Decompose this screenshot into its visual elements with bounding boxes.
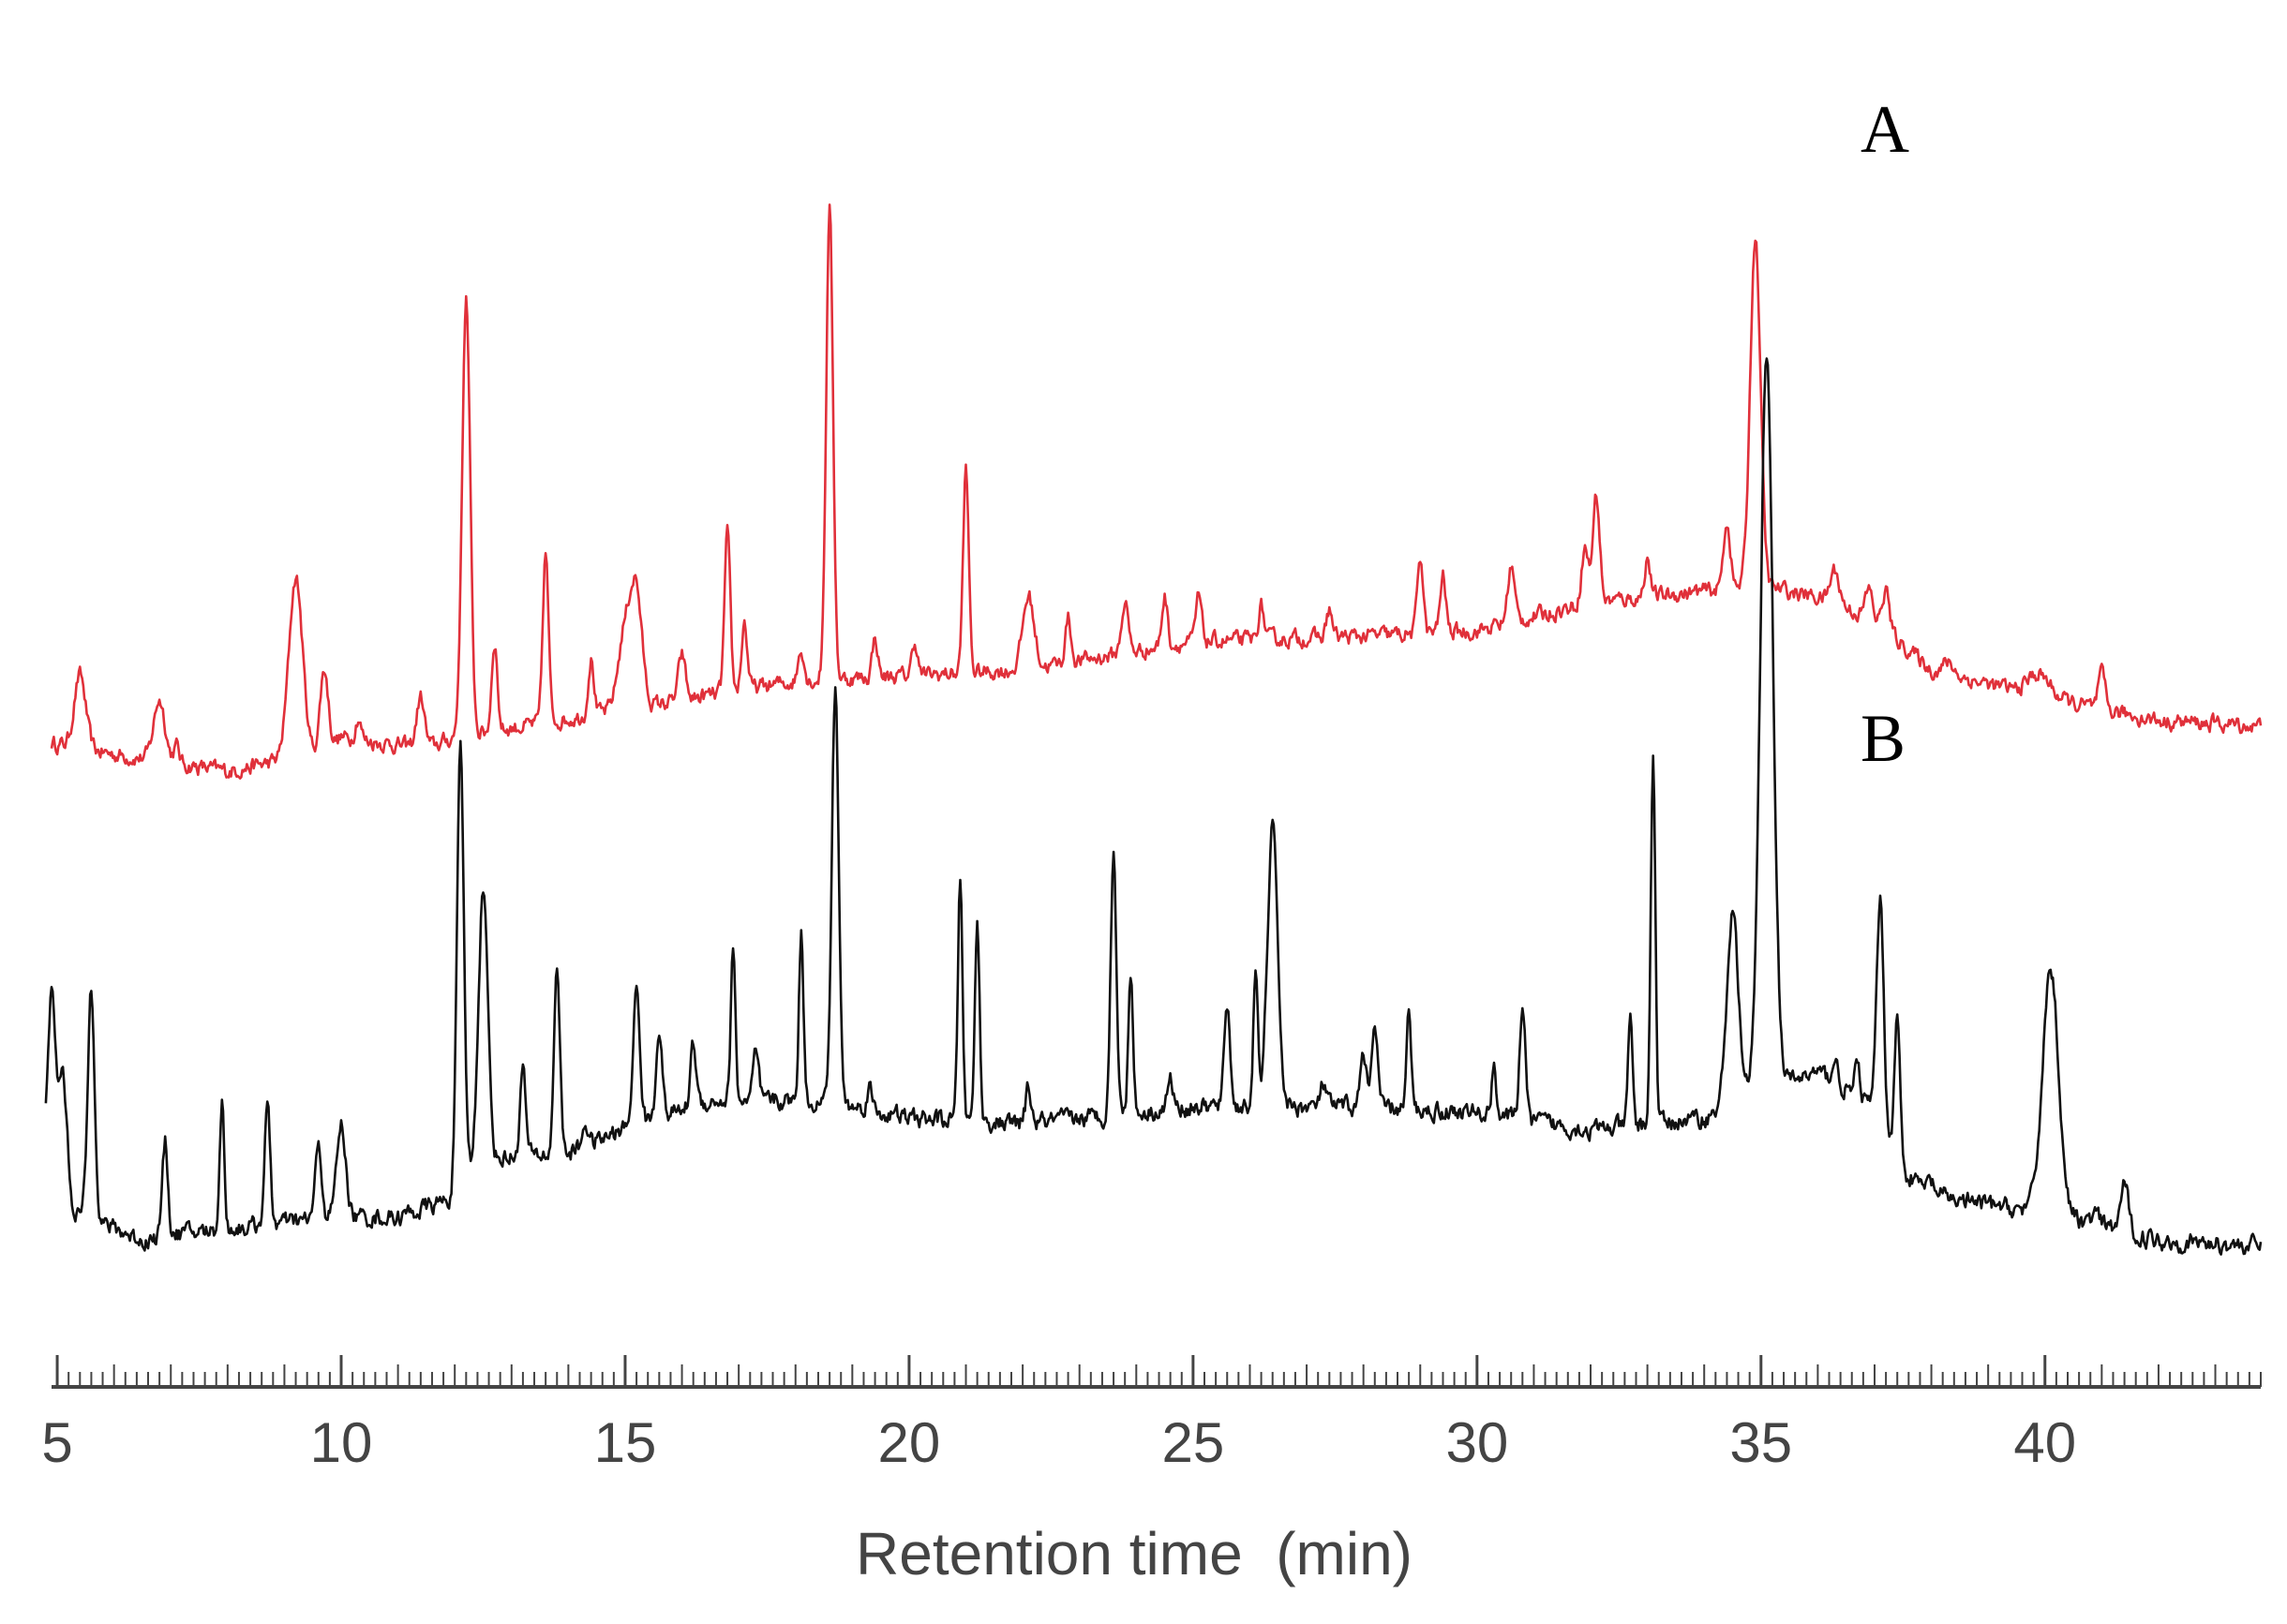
traces-group: [44, 203, 2263, 1256]
x-tick-label: 25: [1162, 1411, 1225, 1474]
x-axis-title: Retention time (min): [856, 1520, 1413, 1587]
series-line-a: [50, 203, 2263, 780]
x-tick-label: 35: [1729, 1411, 1792, 1474]
x-tick-label: 40: [2013, 1411, 2076, 1474]
trace-label-b: B: [1861, 701, 1906, 776]
x-tick-label: 15: [594, 1411, 657, 1474]
x-tick-label: 30: [1445, 1411, 1508, 1474]
trace-label-a: A: [1861, 92, 1909, 167]
x-tick-label: 10: [310, 1411, 373, 1474]
series-line-b: [44, 357, 2263, 1256]
x-tick-label: 5: [41, 1411, 72, 1474]
x-axis: 5 10 15 20 25 30 35 40: [41, 1355, 2262, 1474]
x-tick-label: 20: [878, 1411, 941, 1474]
